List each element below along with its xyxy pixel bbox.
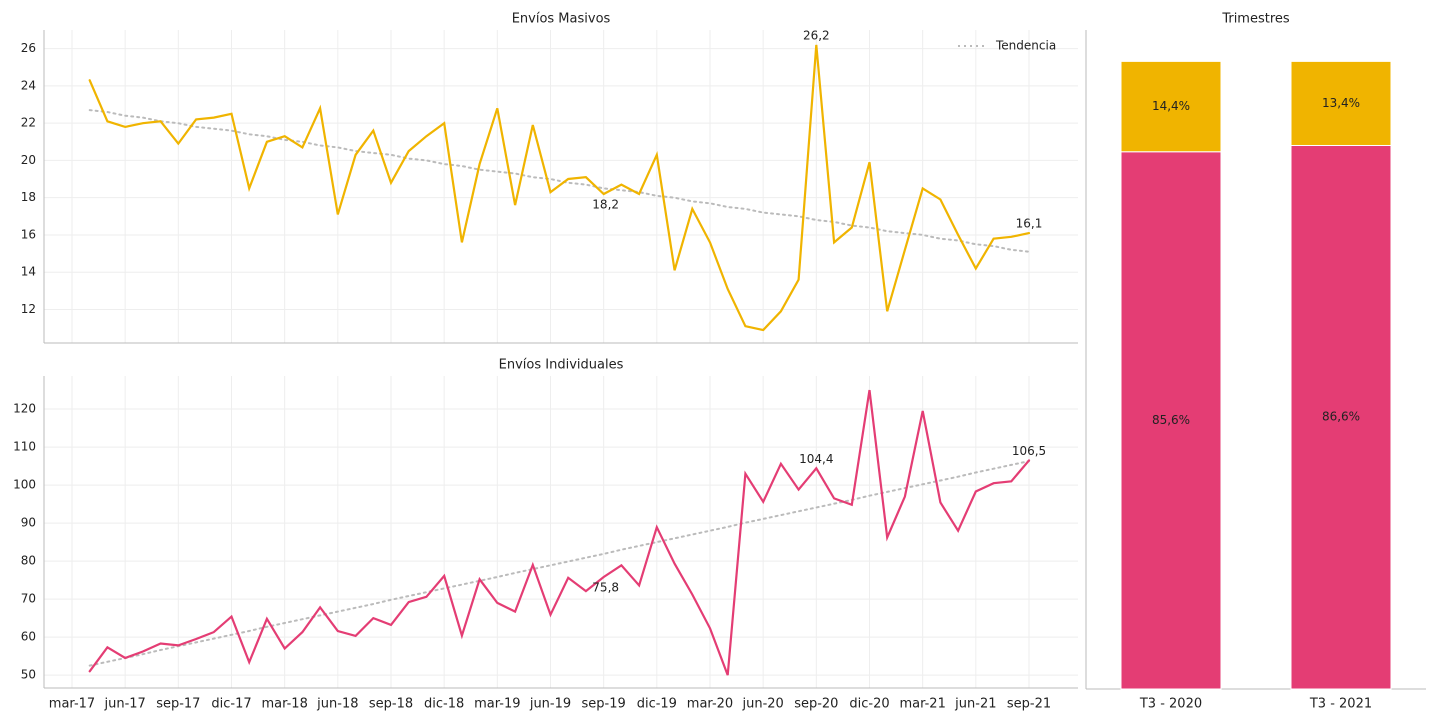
y-tick-label: 18 <box>21 190 36 204</box>
x-tick-label: sep-18 <box>369 697 413 711</box>
x-tick-label: mar-20 <box>687 697 733 711</box>
x-tick-label: T3 - 2020 <box>1139 697 1202 711</box>
data-label: 14,4% <box>1152 99 1190 113</box>
data-label: 13,4% <box>1322 96 1360 110</box>
x-tick-label: sep-20 <box>794 697 838 711</box>
y-tick-label: 50 <box>21 668 36 682</box>
x-tick-label: sep-19 <box>582 697 626 711</box>
x-tick-label: dic-18 <box>424 697 464 711</box>
y-tick-label: 110 <box>13 440 36 454</box>
y-tick-label: 100 <box>13 478 36 492</box>
data-label: 104,4 <box>799 452 833 466</box>
data-label: 26,2 <box>803 28 830 42</box>
data-label: 106,5 <box>1012 444 1046 458</box>
x-tick-label: sep-17 <box>156 697 200 711</box>
y-tick-label: 14 <box>21 265 36 279</box>
x-tick-label: jun-21 <box>954 697 996 711</box>
x-tick-label: dic-17 <box>211 697 251 711</box>
data-label: 85,6% <box>1152 413 1190 427</box>
y-tick-label: 22 <box>21 116 36 130</box>
bar-segment <box>1120 151 1222 690</box>
y-tick-label: 24 <box>21 78 36 92</box>
bar-segment <box>1290 60 1392 146</box>
x-tick-label: sep-21 <box>1007 697 1051 711</box>
y-tick-label: 12 <box>21 302 36 316</box>
x-tick-label: T3 - 2021 <box>1309 697 1372 711</box>
y-tick-label: 80 <box>21 554 36 568</box>
x-tick-label: mar-21 <box>899 697 945 711</box>
x-tick-label: mar-19 <box>474 697 520 711</box>
y-tick-label: 26 <box>21 41 36 55</box>
legend-label: Tendencia <box>995 39 1056 53</box>
data-line <box>88 44 1031 332</box>
data-line <box>88 389 1031 676</box>
data-label: 86,6% <box>1322 410 1360 424</box>
x-tick-label: mar-18 <box>261 697 307 711</box>
x-tick-label: jun-17 <box>104 697 146 711</box>
bar-segment <box>1120 60 1222 153</box>
chart-title: Envíos Masivos <box>512 12 611 27</box>
x-tick-label: jun-20 <box>742 697 784 711</box>
x-tick-label: jun-18 <box>316 697 358 711</box>
x-tick-label: dic-20 <box>849 697 889 711</box>
bar-segment <box>1290 144 1392 690</box>
x-tick-label: jun-19 <box>529 697 571 711</box>
y-tick-label: 60 <box>21 630 36 644</box>
data-label: 75,8 <box>592 581 619 595</box>
chart-title: Trimestres <box>1221 12 1290 27</box>
data-label: 16,1 <box>1016 217 1043 231</box>
trend-line <box>88 460 1030 667</box>
y-tick-label: 90 <box>21 516 36 530</box>
trend-line <box>88 109 1030 253</box>
y-tick-label: 20 <box>21 153 36 167</box>
y-tick-label: 16 <box>21 227 36 241</box>
x-tick-label: dic-19 <box>637 697 677 711</box>
chart-title: Envíos Individuales <box>499 358 624 373</box>
y-tick-label: 120 <box>13 402 36 416</box>
data-label: 18,2 <box>592 197 619 211</box>
y-tick-label: 70 <box>21 592 36 606</box>
x-tick-label: mar-17 <box>49 697 95 711</box>
